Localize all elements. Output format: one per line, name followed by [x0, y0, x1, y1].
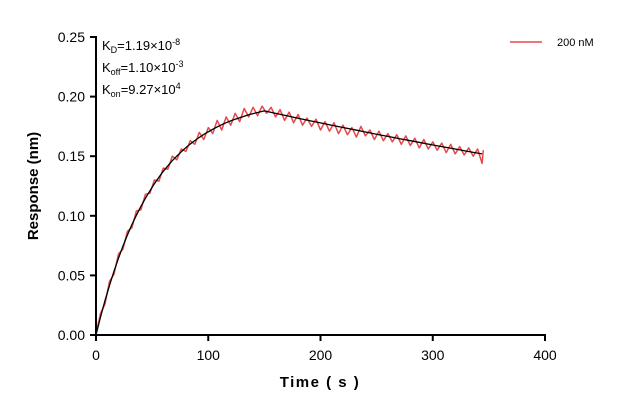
legend: 200 nM: [510, 37, 594, 49]
x-tick-label: 0: [92, 347, 100, 363]
koff-annotation: Koff=1.10×10-3: [102, 59, 183, 77]
y-axis-label: Response (nm): [25, 132, 42, 240]
kon-annotation: Kon=9.27×104: [102, 81, 181, 99]
x-tick-label: 100: [197, 347, 221, 363]
legend-label-200nm: 200 nM: [557, 37, 594, 49]
series-200nm-measured-line: [95, 105, 485, 334]
kd-annotation: KD=1.19×10-8: [102, 37, 180, 55]
y-tick-label: 0.25: [58, 29, 85, 45]
x-tick-label: 200: [309, 347, 333, 363]
x-tick-label: 400: [533, 347, 557, 363]
y-tick-label: 0.10: [58, 208, 85, 224]
kinetic-constants: KD=1.19×10-8 Koff=1.10×10-3 Kon=9.27×104: [102, 37, 183, 99]
y-tick-label: 0.05: [58, 267, 85, 283]
y-tick-label: 0.20: [58, 89, 85, 105]
fit-curve-line: [95, 110, 483, 336]
x-axis-label: Time ( s ): [280, 374, 361, 391]
x-tick-label: 300: [421, 347, 445, 363]
y-tick-label: 0.00: [58, 327, 85, 343]
ticks: 0 100 200 300 400 0.00 0.05 0.10 0.15 0.20 0.25: [58, 29, 557, 363]
series-layer: [95, 105, 485, 336]
y-tick-label: 0.15: [58, 148, 85, 164]
